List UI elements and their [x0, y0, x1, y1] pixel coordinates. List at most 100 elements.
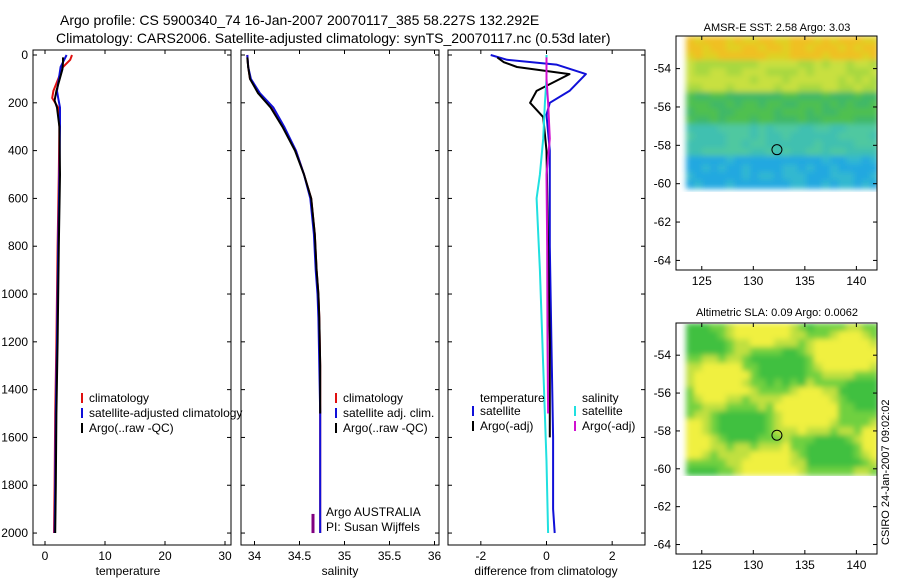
sla-map-cell: [726, 379, 735, 388]
sla-map-cell: [822, 347, 831, 356]
sst-map-cell: [758, 116, 767, 125]
sla-map-cell: [870, 395, 877, 404]
sst-map-cell: [774, 164, 783, 173]
sla-map-cell: [830, 443, 839, 452]
sla-map-ytick-label: -58: [654, 424, 672, 438]
sla-map-cell: [862, 363, 871, 372]
sst-map-cell: [870, 68, 877, 77]
sla-map-cell: [798, 395, 807, 404]
sla-map-cell: [814, 371, 823, 380]
sst-map-cell: [710, 52, 719, 61]
sst-map-cell: [726, 132, 735, 141]
sst-map-cell: [686, 164, 695, 173]
sla-map-cell: [774, 467, 783, 476]
sla-map-cell: [790, 443, 799, 452]
sst-map-cell: [782, 68, 791, 77]
sla-map-cell: [686, 363, 695, 372]
sla-map-cell: [694, 324, 703, 332]
sst-map-cell: [766, 148, 775, 157]
sla-map-cell: [846, 459, 855, 468]
sst-map-cell: [718, 92, 727, 101]
sla-map-cell: [694, 379, 703, 388]
sla-map-cell: [734, 339, 743, 348]
sla-map-cell: [702, 403, 711, 412]
sst-map-cell: [854, 92, 863, 101]
sla-map-cell: [782, 324, 791, 332]
sla-map-cell: [710, 379, 719, 388]
sst-map-cell: [710, 84, 719, 93]
sst-map-cell: [774, 84, 783, 93]
sla-map-cell: [774, 363, 783, 372]
sla-map-cell: [742, 324, 751, 332]
sla-map-cell: [694, 419, 703, 428]
sst-map-cell: [838, 164, 847, 173]
sla-map-cell: [694, 355, 703, 364]
sla-map-cell: [830, 331, 839, 340]
sla-map-cell: [814, 339, 823, 348]
sst-map-cell: [846, 140, 855, 149]
sla-map-cell: [734, 331, 743, 340]
salinity-series-argo-raw-qc-: [246, 57, 322, 414]
sst-map-cell: [862, 52, 871, 61]
sla-map-cell: [710, 459, 719, 468]
sst-map-cell: [742, 76, 751, 85]
sla-map-cell: [838, 339, 847, 348]
sst-map-cell: [702, 132, 711, 141]
sst-map-cell: [774, 108, 783, 117]
sla-map-float-marker: [771, 429, 783, 441]
sst-map-cell: [710, 44, 719, 53]
difference-legend-label: satellite: [582, 404, 623, 418]
sla-map-cell: [838, 331, 847, 340]
temperature-ytick-label: 400: [8, 144, 28, 158]
sst-map-cell: [694, 68, 703, 77]
sst-map-cell: [806, 76, 815, 85]
sst-map-cell: [870, 172, 877, 181]
sla-map-cell: [758, 459, 767, 468]
sst-map-cell: [806, 148, 815, 157]
difference-legend-label: satellite: [480, 404, 521, 418]
sst-map-ytick-label: -62: [654, 215, 672, 229]
sla-map-cell: [710, 324, 719, 332]
sst-map-cell: [718, 172, 727, 181]
sla-map-cell: [758, 435, 767, 444]
sst-map-cell: [750, 124, 759, 133]
sst-map-cell: [702, 164, 711, 173]
sst-map-cell: [718, 148, 727, 157]
sst-map-cell: [846, 44, 855, 53]
sst-map-cell: [854, 116, 863, 125]
sla-map-cell: [774, 451, 783, 460]
sla-map-cell: [734, 435, 743, 444]
sla-map-cell: [862, 347, 871, 356]
sla-map-cell: [782, 403, 791, 412]
sla-map-cell: [814, 435, 823, 444]
sla-map-cell: [846, 371, 855, 380]
sla-map-cell: [846, 435, 855, 444]
sla-map-cell: [870, 451, 877, 460]
sla-map-cell: [750, 355, 759, 364]
sla-map-cell: [702, 427, 711, 436]
sst-map-cell: [774, 76, 783, 85]
sst-map-cell: [726, 124, 735, 133]
sla-map-cell: [822, 339, 831, 348]
sst-map-cell: [742, 44, 751, 53]
sla-map-cell: [798, 347, 807, 356]
sla-map-cell: [734, 419, 743, 428]
sst-map-cell: [782, 92, 791, 101]
sst-map-cell: [702, 52, 711, 61]
sla-map-cell: [750, 324, 759, 332]
sla-map-cell: [822, 363, 831, 372]
sst-map-cell: [846, 124, 855, 133]
sst-map-cell: [726, 140, 735, 149]
sst-map-cell: [742, 92, 751, 101]
sla-map-cell: [718, 331, 727, 340]
sst-map-cell: [870, 60, 877, 69]
sst-map-cell: [750, 148, 759, 157]
sla-map-cell: [686, 324, 695, 332]
sla-map-cell: [686, 355, 695, 364]
sst-map-cell: [830, 164, 839, 173]
sla-map-cell: [830, 435, 839, 444]
sla-map-cell: [782, 459, 791, 468]
sla-map-cell: [822, 451, 831, 460]
sst-map-cell: [758, 92, 767, 101]
sla-map-cell: [838, 467, 847, 476]
